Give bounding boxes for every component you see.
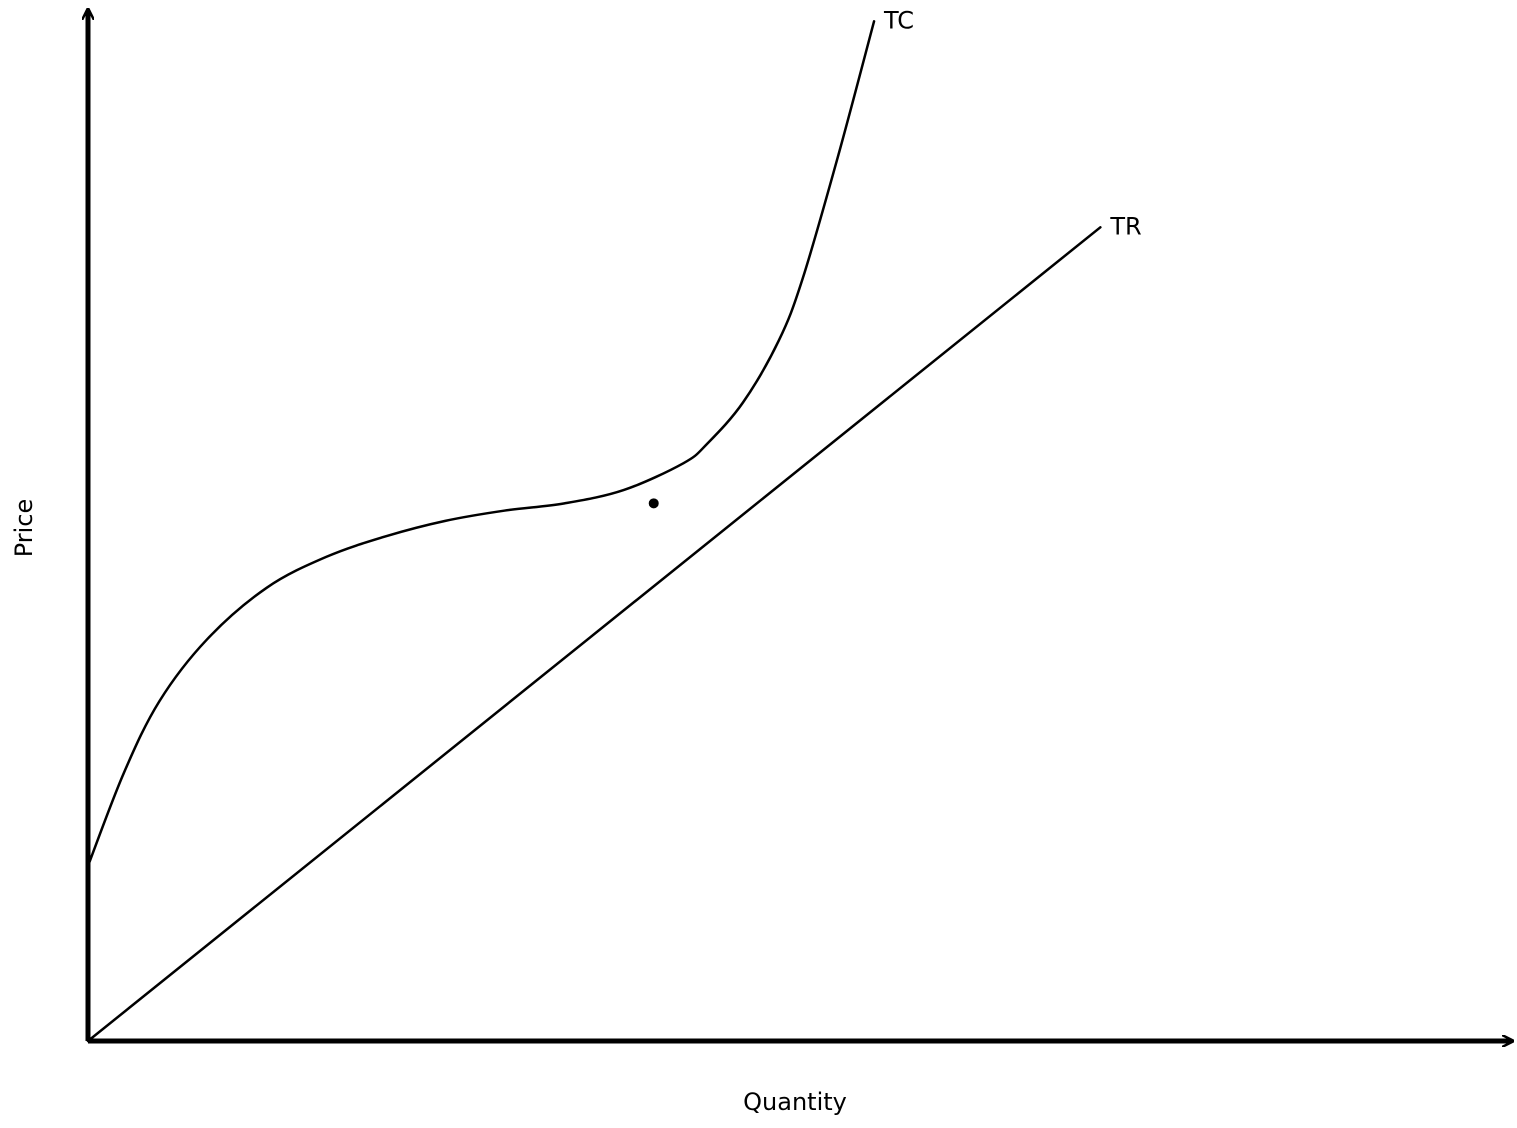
tangency-point [648, 498, 659, 509]
label-layer: TC TR [648, 6, 1142, 509]
tc-curve [86, 20, 876, 868]
x-axis-label: Quantity [743, 1088, 847, 1116]
tr-label: TR [1109, 212, 1141, 240]
tr-curve [86, 226, 1102, 1043]
y-axis-label: Price [10, 499, 38, 558]
series-layer [86, 20, 1102, 1043]
tc-label: TC [883, 6, 914, 34]
